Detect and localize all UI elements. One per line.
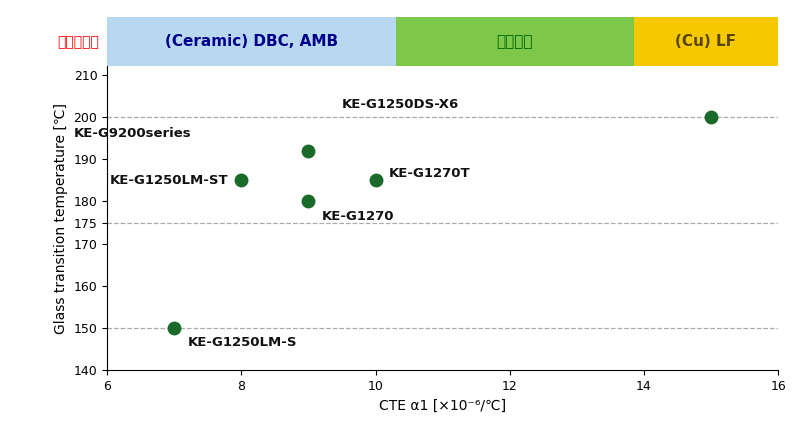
Point: [302, 198, 314, 205]
Text: KE-G9200series: KE-G9200series: [74, 128, 191, 140]
Text: (Cu) LF: (Cu) LF: [676, 34, 737, 49]
Text: KE-G1270: KE-G1270: [322, 210, 395, 223]
Bar: [634, 17, 778, 66]
Point: [369, 177, 382, 184]
Text: KE-G1250LM-ST: KE-G1250LM-ST: [110, 174, 228, 187]
Bar: [107, 17, 395, 66]
Point: [705, 113, 718, 120]
Text: KE-G1250DS-X6: KE-G1250DS-X6: [342, 98, 459, 111]
Point: [235, 177, 248, 184]
X-axis label: CTE α1 [×10⁻⁶/℃]: CTE α1 [×10⁻⁶/℃]: [379, 398, 507, 413]
Text: 有机基板: 有机基板: [496, 34, 533, 49]
Text: 適合的基板: 適合的基板: [57, 35, 99, 49]
Text: KE-G1250LM-S: KE-G1250LM-S: [187, 336, 297, 349]
Point: [168, 324, 180, 331]
Bar: [395, 17, 634, 66]
Text: KE-G1270T: KE-G1270T: [389, 167, 471, 181]
Y-axis label: Glass transition temperature [℃]: Glass transition temperature [℃]: [54, 103, 68, 334]
Point: [302, 147, 314, 154]
Text: (Ceramic) DBC, AMB: (Ceramic) DBC, AMB: [165, 34, 338, 49]
